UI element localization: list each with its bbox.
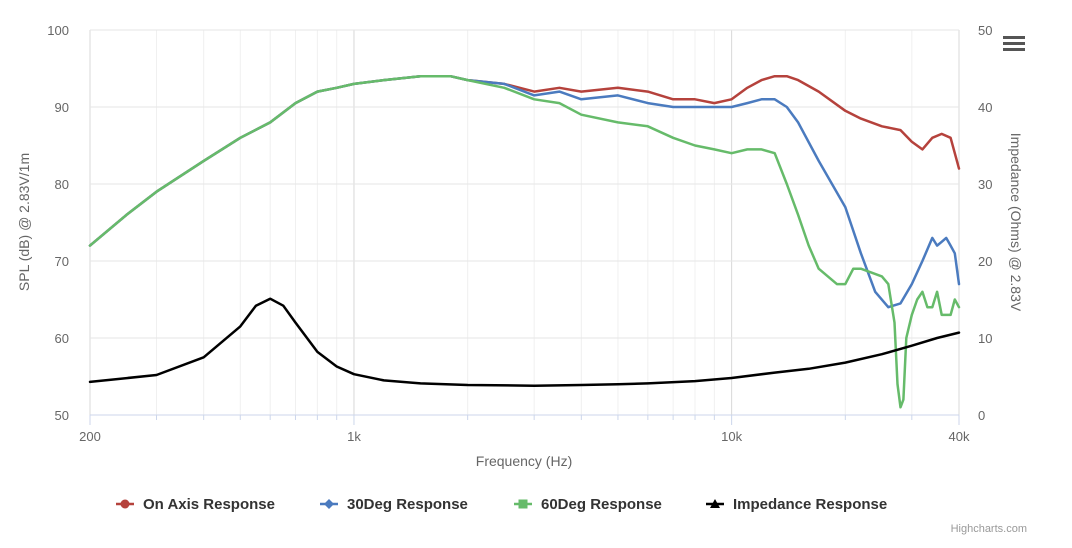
series-line-2[interactable] bbox=[88, 74, 961, 309]
x-tick-label: 200 bbox=[79, 429, 101, 444]
grid-lines bbox=[89, 29, 960, 416]
y-axis-title: SPL (dB) @ 2.83V/1m bbox=[16, 153, 32, 291]
x-axis-title: Frequency (Hz) bbox=[476, 453, 572, 469]
y-axis-left: 50 60 70 80 90 100 bbox=[47, 23, 69, 423]
legend-label: 30Deg Response bbox=[347, 496, 468, 513]
y-axis-right: 0 10 20 30 40 50 bbox=[978, 23, 992, 423]
y-tick-label: 60 bbox=[55, 331, 69, 346]
circle-marker-icon bbox=[120, 499, 130, 509]
series-layer bbox=[88, 74, 961, 409]
y2-axis-title: Impedance (Ohms) @ 2.83V bbox=[1008, 133, 1024, 312]
y2-tick-label: 50 bbox=[978, 23, 992, 38]
credits-link[interactable]: Highcharts.com bbox=[951, 523, 1027, 535]
legend-label: On Axis Response bbox=[143, 496, 275, 513]
y-tick-label: 70 bbox=[55, 254, 69, 269]
y-tick-label: 100 bbox=[47, 23, 69, 38]
legend-label: Impedance Response bbox=[733, 496, 887, 513]
menu-button[interactable] bbox=[999, 32, 1029, 56]
legend-item-1[interactable]: On Axis Response bbox=[116, 496, 275, 513]
y2-tick-label: 0 bbox=[978, 408, 985, 423]
y-tick-label: 50 bbox=[55, 408, 69, 423]
triangle-marker-icon bbox=[710, 499, 720, 508]
y2-tick-label: 20 bbox=[978, 254, 992, 269]
series-line-4[interactable] bbox=[88, 297, 961, 387]
y2-tick-label: 30 bbox=[978, 177, 992, 192]
legend-item-2[interactable]: 30Deg Response bbox=[320, 496, 468, 513]
hamburger-icon bbox=[1003, 36, 1025, 51]
legend-item-4[interactable]: Impedance Response bbox=[706, 496, 887, 513]
y-tick-label: 90 bbox=[55, 100, 69, 115]
series-line-1[interactable] bbox=[88, 74, 961, 247]
legend-label: 60Deg Response bbox=[541, 496, 662, 513]
legend-item-3[interactable]: 60Deg Response bbox=[514, 496, 662, 513]
y2-tick-label: 10 bbox=[978, 331, 992, 346]
y2-tick-label: 40 bbox=[978, 100, 992, 115]
square-marker-icon bbox=[518, 499, 528, 509]
x-axis: 200 1k 10k 40k bbox=[79, 414, 970, 444]
legend: On Axis Response 30Deg Response 60Deg Resp… bbox=[116, 496, 887, 513]
x-tick-label: 1k bbox=[347, 429, 361, 444]
x-tick-label: 40k bbox=[949, 429, 970, 444]
series-line-3[interactable] bbox=[88, 74, 961, 409]
y-tick-label: 80 bbox=[55, 177, 69, 192]
x-tick-label: 10k bbox=[721, 429, 742, 444]
diamond-marker-icon bbox=[324, 499, 334, 509]
